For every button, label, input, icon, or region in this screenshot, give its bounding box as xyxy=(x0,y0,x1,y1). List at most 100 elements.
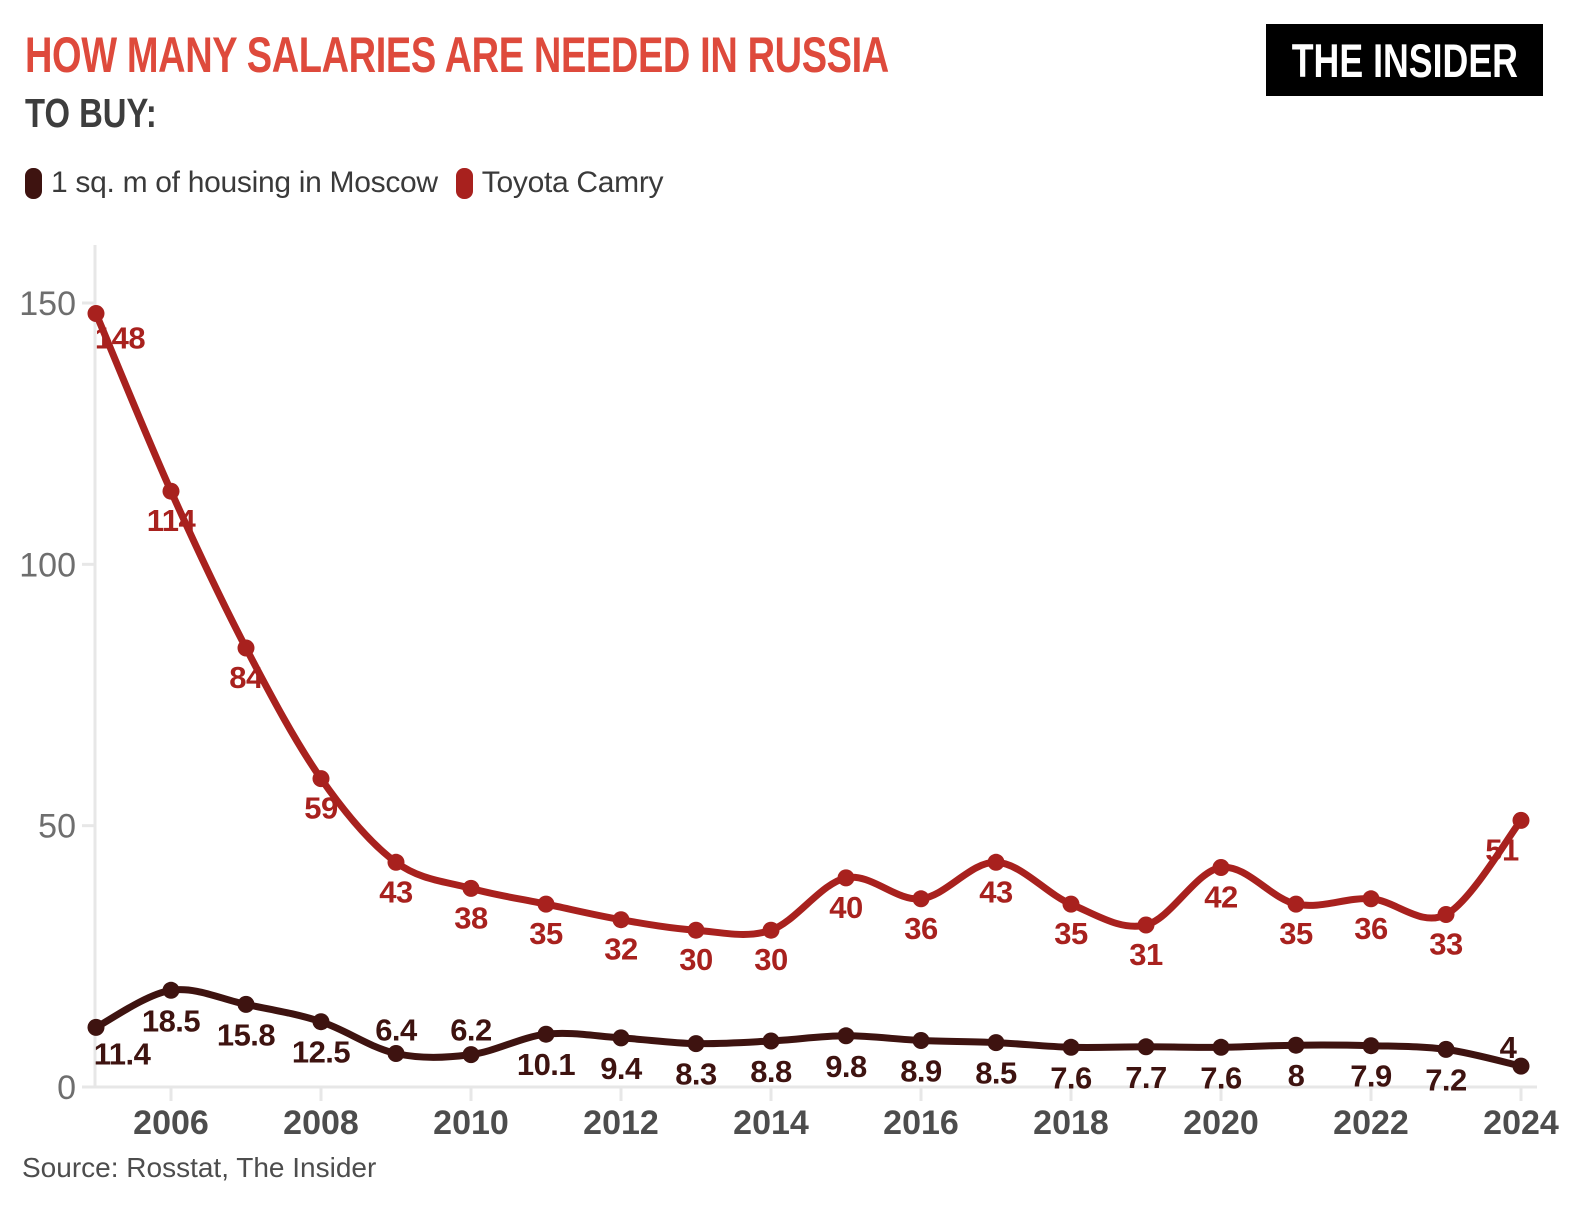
brand-logo: THE INSIDER xyxy=(1266,24,1543,96)
camry-point xyxy=(1362,890,1380,908)
camry-point xyxy=(462,879,480,897)
brand-logo-text: THE INSIDER xyxy=(1291,33,1518,87)
camry-value-label: 40 xyxy=(829,890,862,925)
housing-legend-marker xyxy=(25,167,42,199)
camry-value-label: 36 xyxy=(904,911,938,946)
housing-value-label: 18.5 xyxy=(142,1003,201,1038)
camry-value-label: 32 xyxy=(604,932,637,967)
x-tick-label: 2020 xyxy=(1183,1104,1259,1142)
x-tick-label: 2018 xyxy=(1033,1104,1109,1142)
camry-point xyxy=(762,921,780,939)
housing-value-label: 7.7 xyxy=(1125,1060,1167,1095)
camry-value-label: 31 xyxy=(1129,937,1163,972)
camry-point xyxy=(237,639,255,657)
camry-point xyxy=(1062,895,1080,913)
camry-point xyxy=(1512,811,1530,829)
housing-value-label: 15.8 xyxy=(217,1017,276,1052)
x-tick-label: 2010 xyxy=(433,1104,509,1142)
housing-point xyxy=(987,1034,1005,1052)
camry-point xyxy=(162,482,180,500)
housing-value-label: 8.5 xyxy=(975,1056,1017,1091)
housing-point xyxy=(1137,1038,1155,1056)
camry-point xyxy=(387,853,405,871)
camry-value-label: 51 xyxy=(1485,832,1519,867)
housing-point xyxy=(1212,1038,1230,1056)
legend-item-housing: 1 sq. m of housing in Moscow xyxy=(25,166,438,200)
y-tick-label: 150 xyxy=(19,285,76,323)
housing-value-label: 8.8 xyxy=(750,1054,792,1089)
camry-value-label: 84 xyxy=(229,660,264,695)
camry-value-label: 43 xyxy=(979,874,1013,909)
housing-point xyxy=(762,1032,780,1050)
camry-point xyxy=(1137,916,1155,934)
housing-point xyxy=(312,1013,330,1031)
camry-point xyxy=(537,895,555,913)
camry-point xyxy=(687,921,705,939)
housing-point xyxy=(162,981,180,999)
camry-point xyxy=(837,869,855,887)
camry-value-label: 30 xyxy=(754,942,787,977)
x-tick-label: 2022 xyxy=(1333,1104,1409,1142)
camry-value-label: 38 xyxy=(454,900,488,935)
page-subtitle: TO BUY: xyxy=(25,90,190,137)
housing-value-label: 6.2 xyxy=(450,1013,492,1048)
camry-legend-marker xyxy=(455,167,473,199)
camry-point xyxy=(1437,906,1455,923)
housing-point xyxy=(912,1032,930,1049)
housing-value-label: 7.9 xyxy=(1350,1059,1392,1094)
housing-value-label: 8 xyxy=(1288,1058,1305,1093)
camry-value-label: 148 xyxy=(95,321,145,356)
camry-point xyxy=(612,911,630,929)
x-tick-label: 2006 xyxy=(133,1104,209,1142)
housing-point xyxy=(837,1027,855,1045)
camry-value-label: 33 xyxy=(1429,927,1463,962)
housing-point xyxy=(1437,1040,1455,1058)
x-tick-label: 2016 xyxy=(883,1104,959,1142)
page-title: HOW MANY SALARIES ARE NEEDED IN RUSSIA xyxy=(25,26,1162,84)
camry-point xyxy=(912,890,930,908)
housing-value-label: 8.3 xyxy=(675,1057,717,1092)
housing-value-label: 8.9 xyxy=(900,1054,942,1089)
housing-value-label: 12.5 xyxy=(292,1035,351,1070)
camry-line xyxy=(92,309,1525,938)
housing-point xyxy=(387,1045,405,1062)
y-tick-label: 0 xyxy=(57,1069,76,1107)
housing-legend-label: 1 sq. m of housing in Moscow xyxy=(51,166,438,199)
housing-value-label: 11.4 xyxy=(94,1036,152,1071)
housing-point xyxy=(462,1046,480,1064)
housing-value-label: 7.6 xyxy=(1200,1060,1242,1095)
housing-point xyxy=(1512,1057,1530,1075)
x-tick-label: 2024 xyxy=(1483,1104,1559,1142)
housing-value-label: 6.4 xyxy=(375,1013,418,1048)
camry-value-label: 35 xyxy=(529,916,563,951)
camry-point xyxy=(312,770,330,788)
camry-value-label: 35 xyxy=(1279,916,1313,951)
housing-value-label: 9.4 xyxy=(600,1051,643,1086)
y-tick-label: 100 xyxy=(19,546,76,584)
page-title-text: HOW MANY SALARIES ARE NEEDED IN RUSSIA xyxy=(25,27,889,83)
housing-value-label: 4 xyxy=(1500,1030,1518,1065)
camry-point xyxy=(1287,895,1305,913)
camry-point xyxy=(87,305,105,322)
x-tick-label: 2014 xyxy=(733,1104,809,1142)
camry-legend-label: Toyota Camry xyxy=(481,166,664,199)
camry-value-label: 114 xyxy=(147,503,197,538)
legend-item-camry: Toyota Camry xyxy=(455,166,664,200)
housing-point xyxy=(1062,1038,1080,1056)
housing-value-label: 10.1 xyxy=(517,1047,576,1082)
x-tick-label: 2008 xyxy=(283,1104,359,1142)
camry-value-label: 35 xyxy=(1054,916,1088,951)
housing-point xyxy=(237,995,255,1013)
housing-value-label: 9.8 xyxy=(825,1049,867,1084)
housing-point xyxy=(687,1035,705,1053)
camry-value-label: 43 xyxy=(379,874,413,909)
camry-value-label: 59 xyxy=(304,791,338,826)
camry-value-label: 42 xyxy=(1204,880,1237,915)
housing-value-label: 7.6 xyxy=(1050,1060,1092,1095)
page-subtitle-text: TO BUY: xyxy=(25,90,157,136)
housing-value-label: 7.2 xyxy=(1425,1062,1467,1097)
housing-point xyxy=(87,1018,105,1036)
camry-value-label: 36 xyxy=(1354,911,1388,946)
